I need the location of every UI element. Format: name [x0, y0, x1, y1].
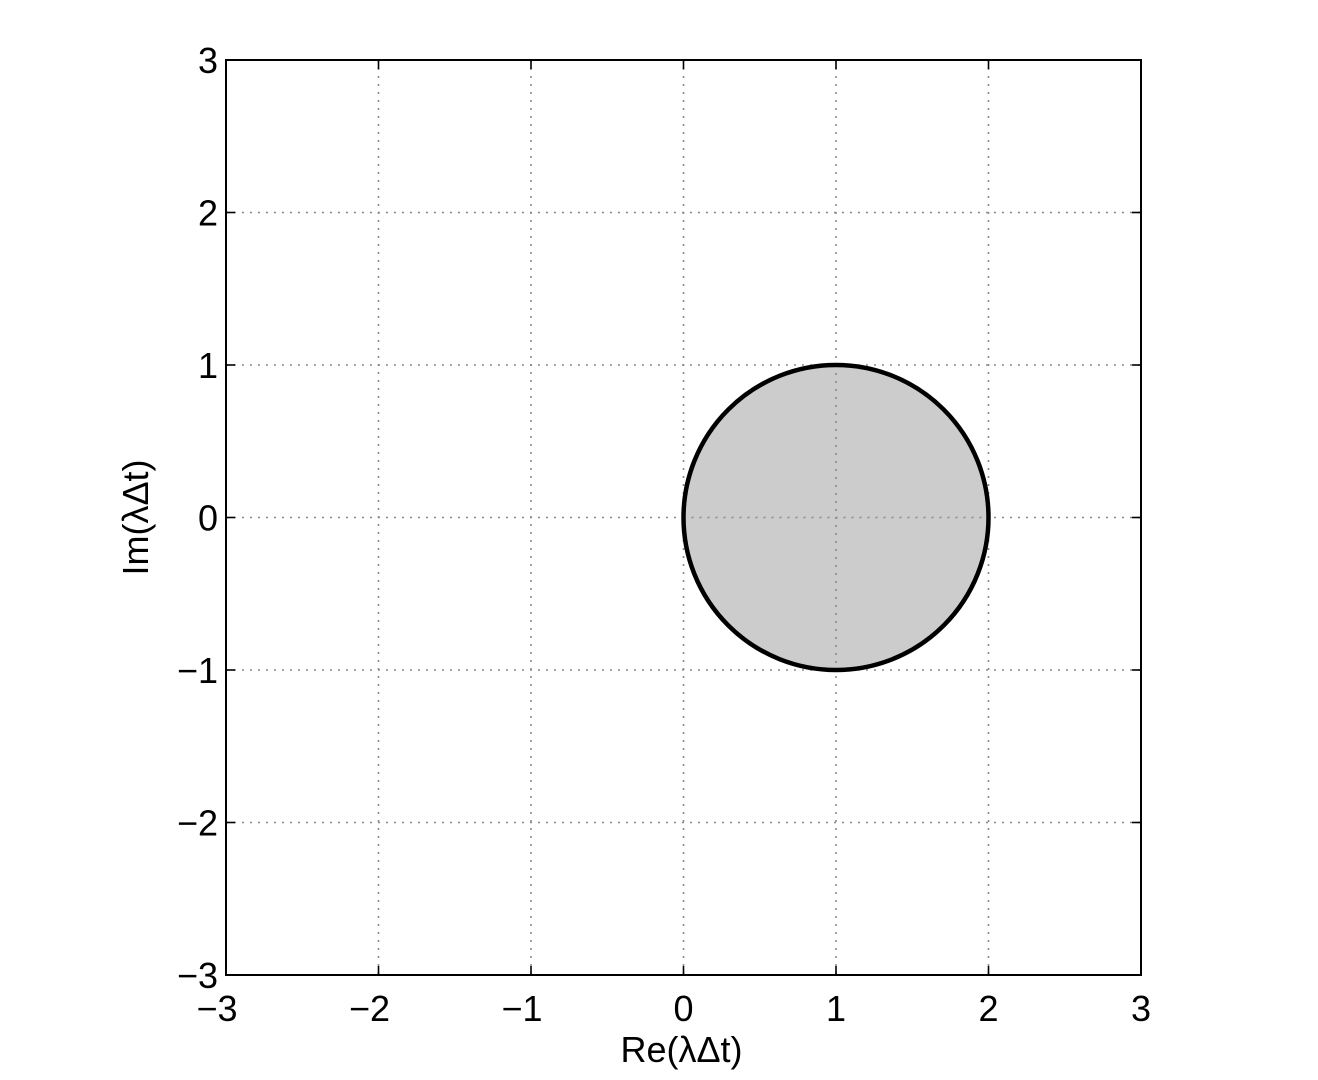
x-tick-label: 1 [826, 988, 846, 1029]
x-tick-labels: −3 −2 −1 0 1 2 3 [196, 988, 1151, 1029]
x-tick-label: −2 [349, 988, 390, 1029]
regions [681, 362, 991, 673]
x-tick-label: 2 [978, 988, 998, 1029]
x-tick-label: −1 [501, 988, 542, 1029]
stability-region-boundary [681, 362, 991, 673]
y-tick-label: 0 [198, 498, 218, 539]
x-tick-label: −3 [196, 988, 237, 1029]
x-tick-label: 0 [673, 988, 693, 1029]
y-tick-label: −3 [177, 955, 218, 996]
x-axis-label: Re(λΔt) [620, 1029, 742, 1070]
y-tick-label: −1 [177, 650, 218, 691]
x-tick-label: 3 [1131, 988, 1151, 1029]
y-tick-label: 2 [198, 193, 218, 234]
y-tick-label: 1 [198, 345, 218, 386]
y-axis-label: Im(λΔt) [115, 459, 156, 575]
y-tick-labels: −3 −2 −1 0 1 2 3 [177, 40, 218, 996]
plot-frame [225, 59, 1142, 976]
y-tick-label: 3 [198, 40, 218, 81]
y-tick-label: −2 [177, 803, 218, 844]
